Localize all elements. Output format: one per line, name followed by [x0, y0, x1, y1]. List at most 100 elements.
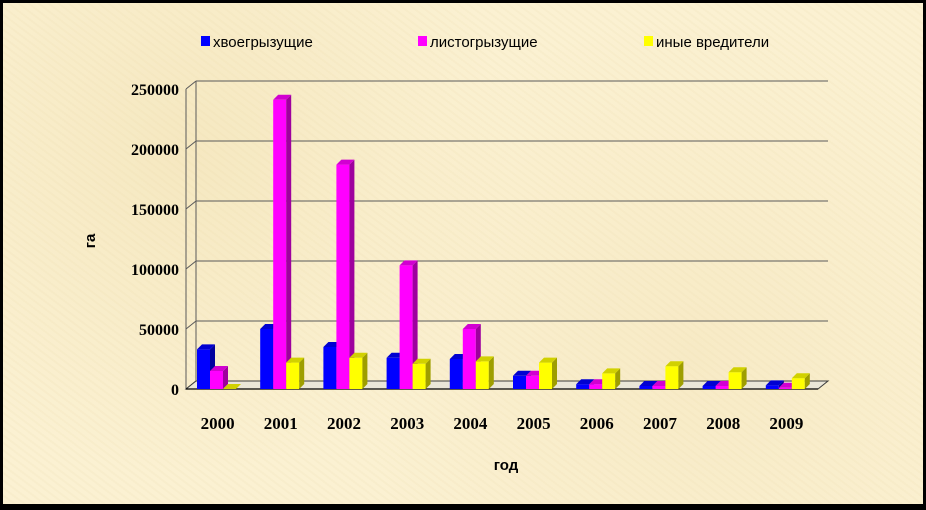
- bar-top: [728, 367, 747, 373]
- bar: [539, 357, 557, 389]
- x-axis-ticks: 2000 2001 2002 2003 2004 2005 2006 2007 2008 2009: [201, 414, 804, 433]
- x-tick-label: 2003: [390, 414, 424, 433]
- bar: [286, 357, 305, 389]
- bar: [665, 361, 684, 389]
- bar-front: [475, 361, 489, 389]
- bar-top: [210, 366, 228, 371]
- bar-top: [349, 352, 368, 358]
- x-axis-label: год: [494, 457, 519, 474]
- y-axis-ticks: 0 50000 100000 150000 200000 250000: [131, 82, 179, 399]
- gridline-depth: [185, 80, 197, 90]
- x-tick-label: 2001: [264, 414, 298, 433]
- x-tick-label: 2007: [643, 414, 678, 433]
- bar-front: [702, 386, 716, 389]
- legend-item: листогрызущие: [418, 34, 538, 51]
- y-tick-label: 0: [171, 382, 179, 399]
- legend-swatch: [418, 36, 427, 46]
- gridline-depth: [185, 260, 197, 270]
- bar-top: [576, 379, 595, 385]
- bar-top: [702, 381, 721, 386]
- bar-side: [362, 352, 368, 389]
- bar-front: [652, 386, 666, 389]
- bar-front: [765, 385, 779, 389]
- bar: [412, 358, 431, 389]
- legend-item: иные вредители: [644, 34, 769, 51]
- bar-side: [552, 357, 557, 389]
- bar-front: [602, 373, 616, 389]
- bar: [399, 260, 418, 389]
- bar-front: [665, 366, 679, 389]
- grid-lines: [185, 80, 828, 390]
- bar-top: [791, 373, 810, 379]
- bar-chart: хвоегрызущие листогрызущие иные вредители …: [82, 34, 830, 474]
- bar-front: [728, 372, 742, 389]
- bar-top: [412, 358, 431, 364]
- bar-front: [386, 357, 400, 389]
- bar-front: [715, 386, 729, 389]
- bar-front: [791, 378, 805, 389]
- bar: [210, 366, 228, 389]
- bar-front: [286, 362, 300, 389]
- bar: [349, 352, 368, 389]
- bar-front: [589, 384, 603, 389]
- bar: [602, 368, 621, 389]
- bar-side: [615, 368, 621, 389]
- legend-label: листогрызущие: [430, 34, 538, 51]
- bar-front: [513, 375, 526, 389]
- legend-swatch: [644, 36, 653, 46]
- bar: [728, 367, 747, 389]
- bars: [197, 94, 810, 390]
- y-tick-label: 150000: [131, 202, 179, 219]
- y-tick-label: 100000: [131, 262, 179, 279]
- bar-front: [349, 357, 363, 389]
- y-axis-label: га: [82, 233, 99, 248]
- bar-side: [299, 357, 305, 389]
- bar: [475, 356, 494, 389]
- bar-front: [526, 375, 539, 389]
- legend-swatch: [201, 36, 210, 46]
- bar-front: [412, 363, 426, 389]
- bar-side: [349, 159, 355, 389]
- bar-top: [336, 159, 355, 165]
- bar-top: [475, 356, 494, 362]
- x-tick-label: 2004: [453, 414, 488, 433]
- bar-front: [323, 347, 337, 389]
- bar-front: [260, 329, 274, 389]
- bar-front: [210, 371, 223, 389]
- bar-top: [513, 370, 531, 376]
- bar-top: [539, 357, 557, 363]
- legend-item: хвоегрызущие: [201, 34, 313, 51]
- bar: [223, 384, 241, 389]
- bar-top: [399, 260, 418, 266]
- bar: [336, 159, 355, 389]
- bar-top: [665, 361, 684, 367]
- bar-top: [223, 384, 241, 389]
- y-tick-label: 250000: [131, 82, 179, 99]
- gridline-depth: [185, 140, 197, 150]
- gridline-depth: [185, 320, 197, 330]
- bar-front: [539, 362, 552, 389]
- legend: хвоегрызущие листогрызущие иные вредители: [201, 34, 769, 51]
- y-tick-label: 50000: [139, 322, 179, 339]
- bar-side: [223, 366, 228, 389]
- bar-front: [462, 329, 476, 389]
- bar: [273, 94, 292, 390]
- bar-side: [286, 94, 292, 390]
- bar-top: [197, 344, 215, 350]
- bar-side: [488, 356, 494, 389]
- y-tick-label: 200000: [131, 142, 179, 159]
- x-tick-label: 2002: [327, 414, 361, 433]
- bar: [791, 373, 810, 389]
- bar-front: [778, 387, 792, 389]
- x-tick-label: 2006: [580, 414, 614, 433]
- bar-front: [449, 359, 463, 389]
- bar-top: [639, 381, 658, 386]
- bar-top: [765, 380, 784, 386]
- bar-front: [576, 384, 590, 389]
- bar-top: [273, 94, 292, 100]
- gridline-depth: [185, 200, 197, 210]
- bar-top: [286, 357, 305, 363]
- bar-side: [412, 260, 418, 389]
- bar-front: [273, 99, 287, 390]
- bar-side: [741, 367, 747, 389]
